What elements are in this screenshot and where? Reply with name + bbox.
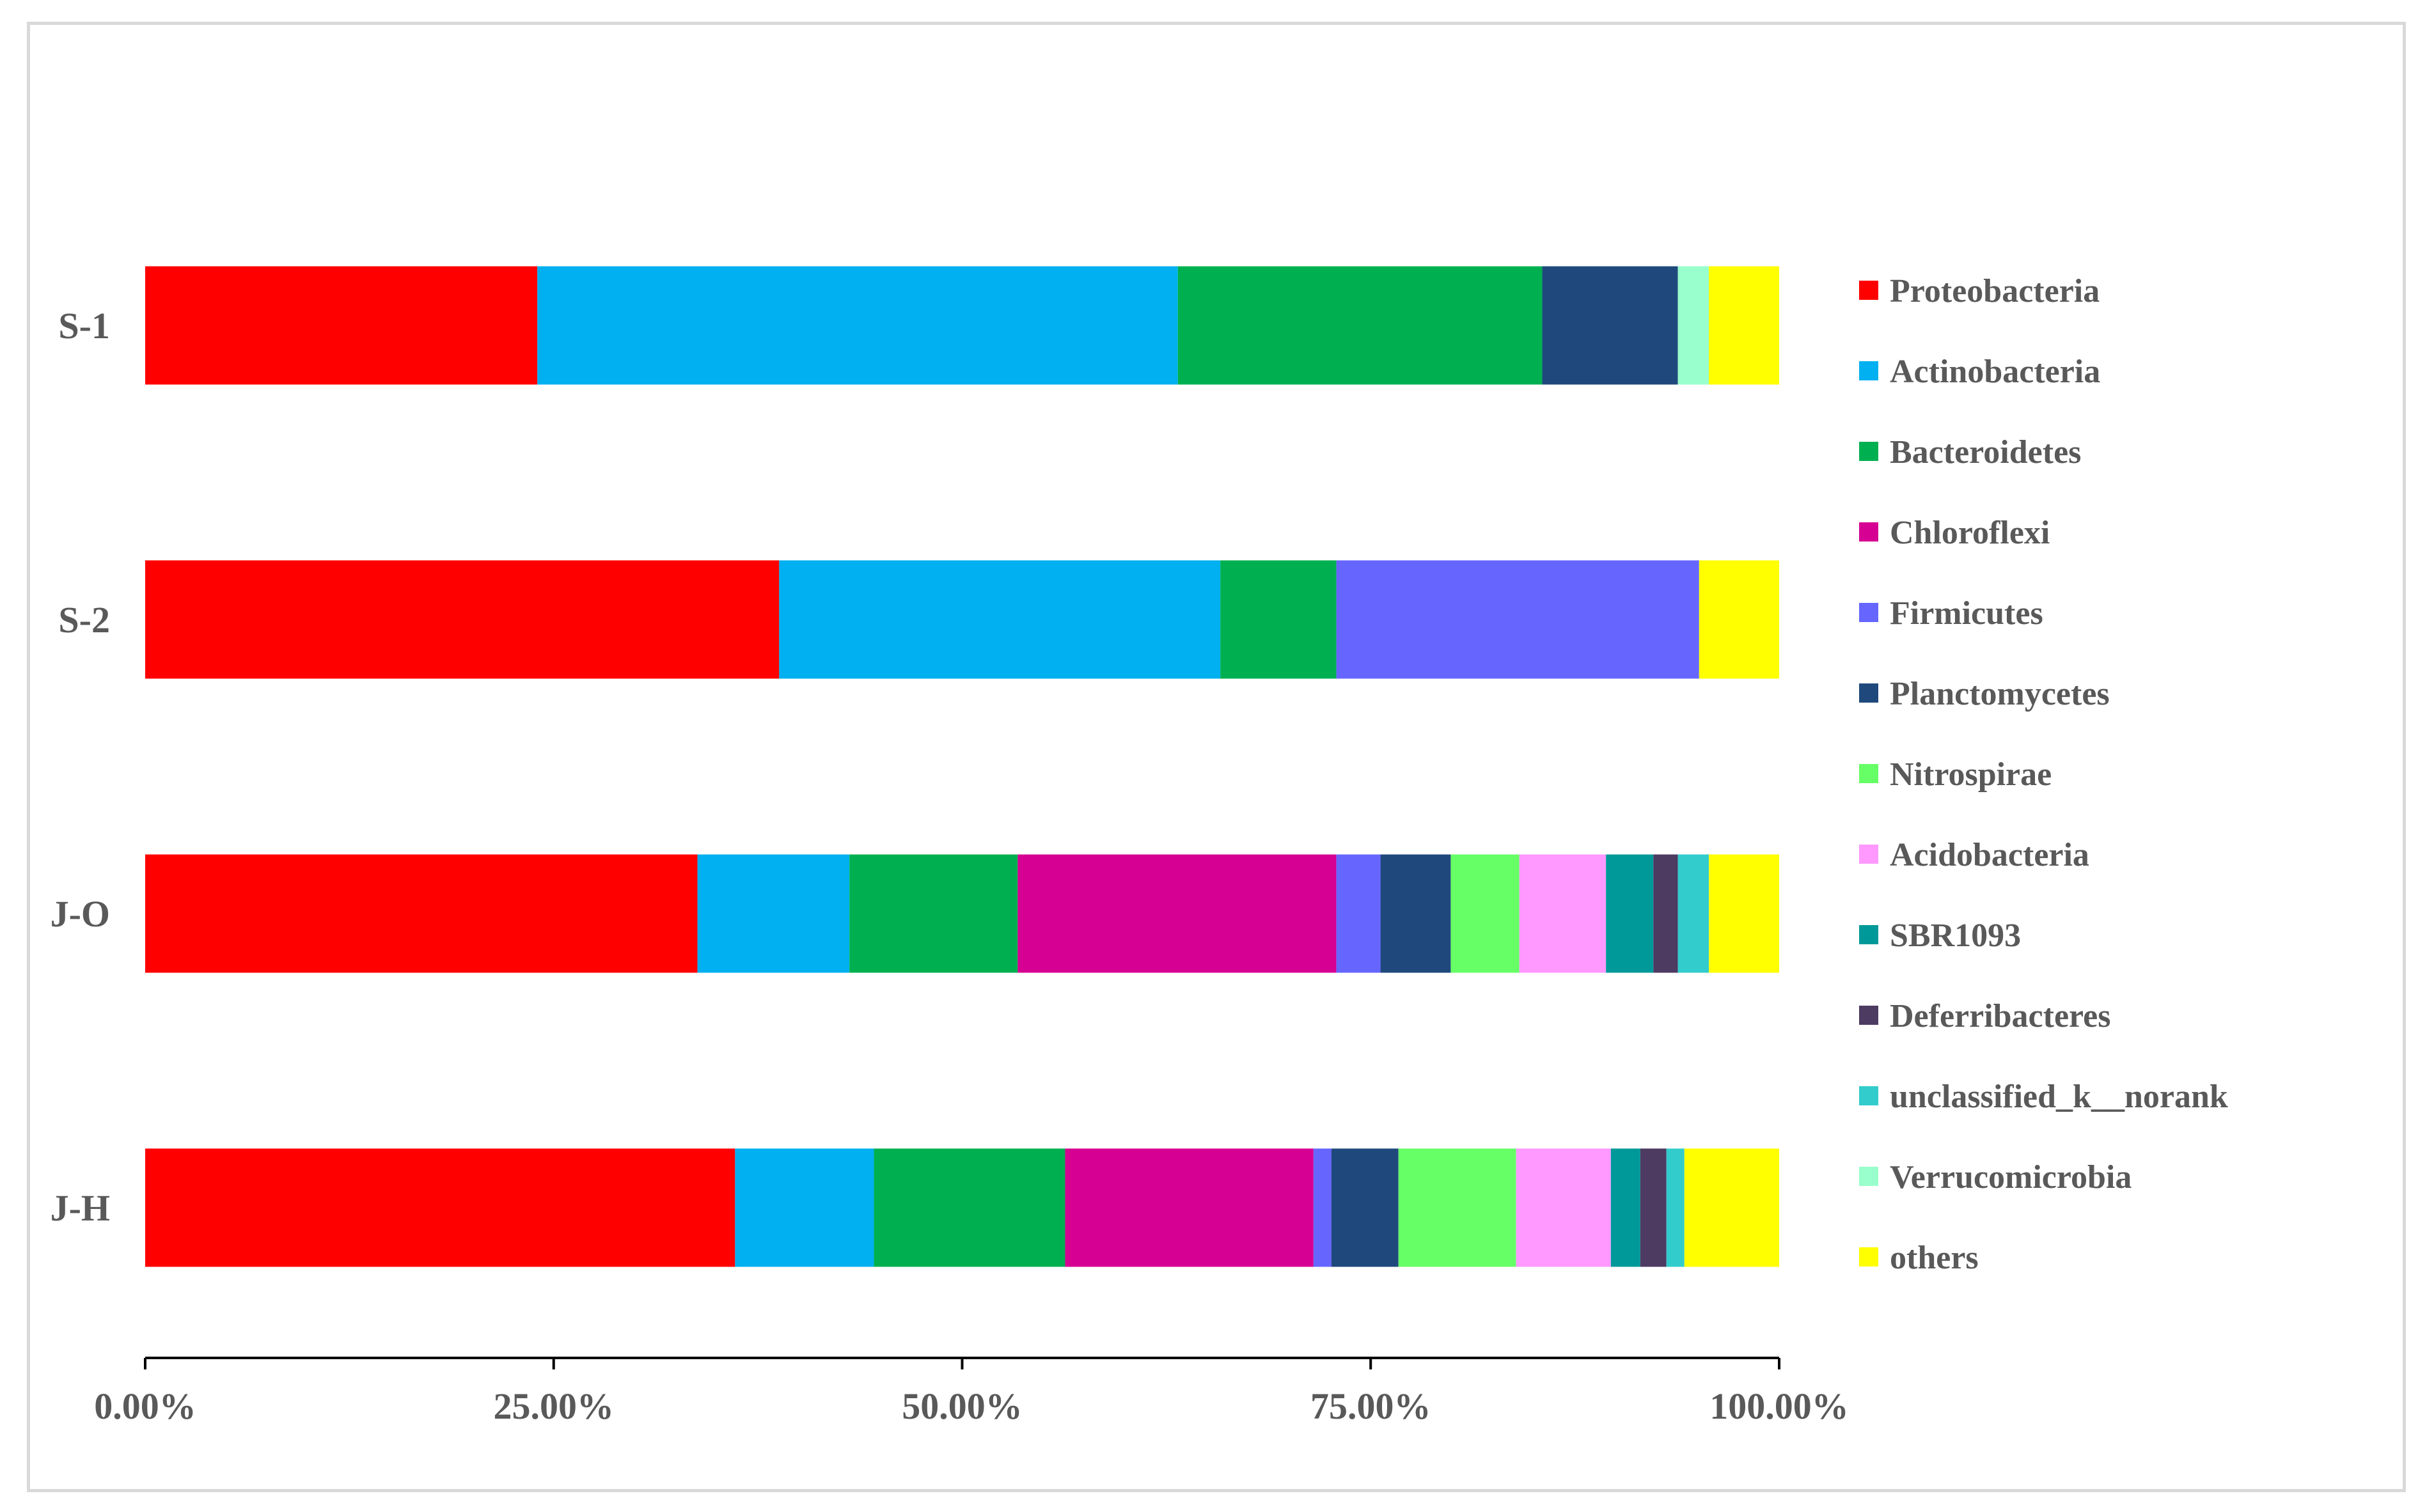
bar-segment-j-h-unclassified-k-norank xyxy=(1666,1148,1685,1267)
bar-segment-s-1-others xyxy=(1709,266,1779,385)
legend-label-nitrospirae: Nitrospirae xyxy=(1890,756,2052,793)
bar-segment-j-o-nitrospirae xyxy=(1450,854,1520,973)
legend-label-sbr1093: SBR1093 xyxy=(1890,917,2021,954)
chart-frame: S-1 S-2 J-O J-H 0.00% 25.00% 50.00% 75.00% 100.… xyxy=(27,22,2406,1492)
bar-segment-j-h-others xyxy=(1684,1148,1779,1267)
legend-swatch-sbr1093 xyxy=(1859,925,1878,944)
bar-segment-j-o-others xyxy=(1709,854,1779,973)
x-axis: 0.00% 25.00% 50.00% 75.00% 100.00% xyxy=(94,1357,1849,1427)
bar-segment-j-o-sbr1093 xyxy=(1606,854,1654,973)
category-label-j-h: J-H xyxy=(51,1187,110,1229)
bar-segment-j-h-firmicutes xyxy=(1313,1148,1331,1267)
legend-swatch-deferribacteres xyxy=(1859,1006,1878,1025)
legend-swatch-acidobacteria xyxy=(1859,845,1878,864)
legend-label-planctomycetes: Planctomycetes xyxy=(1890,676,2110,712)
x-tick-label: 100.00% xyxy=(1709,1385,1849,1427)
legend-swatch-proteobacteria xyxy=(1859,281,1878,300)
category-labels: S-1 S-2 J-O J-H xyxy=(51,305,110,1229)
bar-segment-s-2-actinobacteria xyxy=(779,560,1221,679)
bar-segment-j-h-proteobacteria xyxy=(145,1148,735,1267)
legend-label-acidobacteria: Acidobacteria xyxy=(1890,837,2089,873)
bar-segment-s-1-bacteroidetes xyxy=(1177,266,1543,385)
legend-label-actinobacteria: Actinobacteria xyxy=(1890,354,2100,390)
legend-label-others: others xyxy=(1890,1240,1979,1276)
bar-segment-j-h-deferribacteres xyxy=(1640,1148,1667,1267)
legend-label-unclassified-k-norank: unclassified_k__norank xyxy=(1890,1079,2228,1115)
bar-segment-s-2-proteobacteria xyxy=(145,560,780,679)
legend-swatch-bacteroidetes xyxy=(1859,442,1878,461)
bar-segment-j-h-actinobacteria xyxy=(735,1148,874,1267)
legend-label-chloroflexi: Chloroflexi xyxy=(1890,515,2050,551)
bar-segment-j-o-actinobacteria xyxy=(697,854,850,973)
stacked-bar-chart: S-1 S-2 J-O J-H 0.00% 25.00% 50.00% 75.00% 100.… xyxy=(51,266,2228,1427)
x-tick-label: 25.00% xyxy=(494,1385,615,1427)
legend: Proteobacteria Actinobacteria Bacteroidete… xyxy=(1859,273,2228,1276)
bars-group xyxy=(145,266,1779,1267)
legend-swatch-planctomycetes xyxy=(1859,683,1878,703)
legend-label-verrucomicrobia: Verrucomicrobia xyxy=(1890,1159,2132,1196)
bar-segment-j-h-nitrospirae xyxy=(1398,1148,1516,1267)
bar-segment-j-o-unclassified-k-norank xyxy=(1677,854,1709,973)
category-label-s-2: S-2 xyxy=(58,599,110,641)
legend-label-bacteroidetes: Bacteroidetes xyxy=(1890,434,2081,471)
bar-segment-s-2-others xyxy=(1699,560,1779,679)
legend-swatch-actinobacteria xyxy=(1859,361,1878,380)
legend-swatch-verrucomicrobia xyxy=(1859,1167,1878,1186)
bar-segment-j-o-planctomycetes xyxy=(1380,854,1451,973)
bar-segment-s-2-bacteroidetes xyxy=(1220,560,1337,679)
legend-swatch-unclassified-k-norank xyxy=(1859,1086,1878,1105)
bar-segment-j-o-acidobacteria xyxy=(1519,854,1606,973)
category-label-s-1: S-1 xyxy=(58,305,110,347)
x-tick-label: 0.00% xyxy=(94,1385,196,1427)
bar-segment-s-1-verrucomicrobia xyxy=(1677,266,1709,385)
bar-segment-j-h-bacteroidetes xyxy=(874,1148,1065,1267)
bar-segment-j-o-proteobacteria xyxy=(145,854,698,973)
bar-segment-s-1-actinobacteria xyxy=(537,266,1178,385)
bar-segment-s-1-planctomycetes xyxy=(1542,266,1678,385)
bar-segment-j-o-firmicutes xyxy=(1336,854,1381,973)
legend-swatch-others xyxy=(1859,1247,1878,1266)
bar-segment-j-h-sbr1093 xyxy=(1610,1148,1640,1267)
legend-swatch-firmicutes xyxy=(1859,603,1878,622)
bar-segment-j-h-chloroflexi xyxy=(1065,1148,1314,1267)
bar-segment-j-h-planctomycetes xyxy=(1331,1148,1399,1267)
legend-swatch-chloroflexi xyxy=(1859,522,1878,542)
legend-label-deferribacteres: Deferribacteres xyxy=(1890,998,2111,1034)
bar-segment-j-o-bacteroidetes xyxy=(849,854,1018,973)
bar-segment-j-o-chloroflexi xyxy=(1017,854,1337,973)
bar-segment-s-2-firmicutes xyxy=(1336,560,1699,679)
legend-swatch-nitrospirae xyxy=(1859,764,1878,783)
x-tick-label: 75.00% xyxy=(1310,1385,1431,1427)
x-tick-label: 50.00% xyxy=(902,1385,1023,1427)
bar-segment-s-1-proteobacteria xyxy=(145,266,538,385)
legend-label-proteobacteria: Proteobacteria xyxy=(1890,273,2100,309)
bar-segment-j-o-deferribacteres xyxy=(1653,854,1678,973)
legend-label-firmicutes: Firmicutes xyxy=(1890,595,2043,632)
bar-segment-j-h-acidobacteria xyxy=(1516,1148,1611,1267)
category-label-j-o: J-O xyxy=(51,893,110,935)
